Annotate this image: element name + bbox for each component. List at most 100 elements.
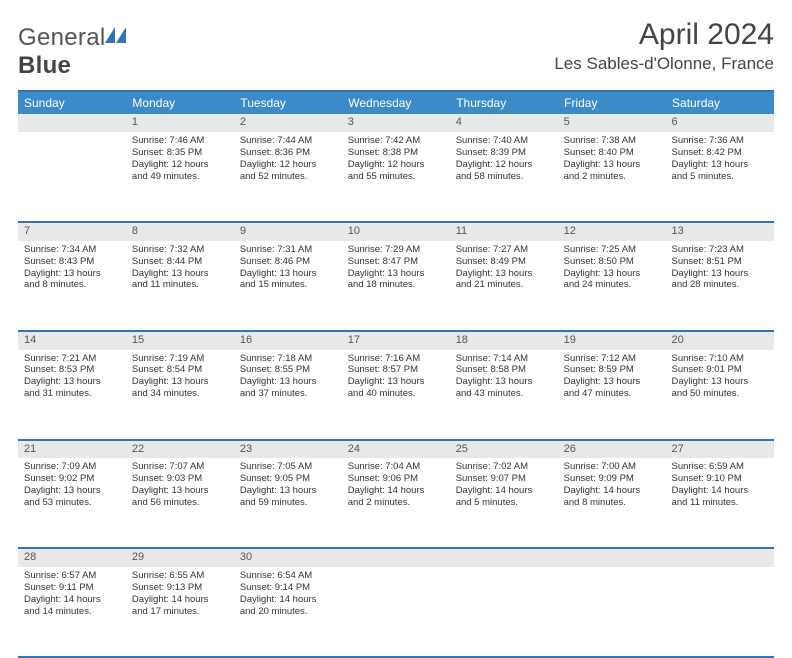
day-cell: Sunrise: 6:59 AMSunset: 9:10 PMDaylight:… [666,458,774,548]
day-sunrise: Sunrise: 6:57 AM [24,570,120,582]
logo: General Blue [18,24,127,80]
day-cell-body: Sunrise: 7:44 AMSunset: 8:36 PMDaylight:… [234,132,342,187]
day-sunset: Sunset: 8:58 PM [456,364,552,376]
day-number: 15 [126,331,234,350]
day-number: 12 [558,222,666,241]
day-cell [450,567,558,657]
day-number: 14 [18,331,126,350]
day-day2: and 5 minutes. [672,171,768,183]
day-day2: and 34 minutes. [132,388,228,400]
day-sunset: Sunset: 8:43 PM [24,256,120,268]
day-number: 4 [450,114,558,132]
day-day2: and 31 minutes. [24,388,120,400]
day-number: 8 [126,222,234,241]
day-day1: Daylight: 13 hours [24,268,120,280]
day-sunrise: Sunrise: 7:05 AM [240,461,336,473]
day-number: 26 [558,440,666,459]
day-day2: and 5 minutes. [456,497,552,509]
day-number [666,548,774,567]
day-cell-body: Sunrise: 7:16 AMSunset: 8:57 PMDaylight:… [342,350,450,405]
day-cell-body: Sunrise: 7:21 AMSunset: 8:53 PMDaylight:… [18,350,126,405]
day-day1: Daylight: 13 hours [132,376,228,388]
day-number: 18 [450,331,558,350]
day-day1: Daylight: 14 hours [564,485,660,497]
week-row: Sunrise: 6:57 AMSunset: 9:11 PMDaylight:… [18,567,774,657]
day-sunset: Sunset: 8:40 PM [564,147,660,159]
day-sunrise: Sunrise: 7:40 AM [456,135,552,147]
day-number: 22 [126,440,234,459]
day-number: 9 [234,222,342,241]
week-row: Sunrise: 7:09 AMSunset: 9:02 PMDaylight:… [18,458,774,548]
day-sunrise: Sunrise: 7:25 AM [564,244,660,256]
day-cell-body: Sunrise: 7:00 AMSunset: 9:09 PMDaylight:… [558,458,666,513]
daynum-row: 14151617181920 [18,331,774,350]
day-sunrise: Sunrise: 7:07 AM [132,461,228,473]
day-cell-body: Sunrise: 7:34 AMSunset: 8:43 PMDaylight:… [18,241,126,296]
day-number: 5 [558,114,666,132]
day-sunset: Sunset: 8:50 PM [564,256,660,268]
day-cell: Sunrise: 7:25 AMSunset: 8:50 PMDaylight:… [558,241,666,331]
day-sunset: Sunset: 9:05 PM [240,473,336,485]
day-cell: Sunrise: 7:27 AMSunset: 8:49 PMDaylight:… [450,241,558,331]
day-cell-body: Sunrise: 7:42 AMSunset: 8:38 PMDaylight:… [342,132,450,187]
day-cell-body: Sunrise: 7:40 AMSunset: 8:39 PMDaylight:… [450,132,558,187]
day-day1: Daylight: 13 hours [132,268,228,280]
day-sunrise: Sunrise: 7:42 AM [348,135,444,147]
day-sunset: Sunset: 8:47 PM [348,256,444,268]
day-sunrise: Sunrise: 7:09 AM [24,461,120,473]
day-cell [342,567,450,657]
day-cell: Sunrise: 7:40 AMSunset: 8:39 PMDaylight:… [450,132,558,222]
day-cell-body: Sunrise: 7:04 AMSunset: 9:06 PMDaylight:… [342,458,450,513]
day-cell-body: Sunrise: 7:09 AMSunset: 9:02 PMDaylight:… [18,458,126,513]
day-sunset: Sunset: 9:09 PM [564,473,660,485]
day-sunrise: Sunrise: 6:55 AM [132,570,228,582]
day-sunrise: Sunrise: 7:04 AM [348,461,444,473]
day-cell: Sunrise: 7:12 AMSunset: 8:59 PMDaylight:… [558,350,666,440]
day-day1: Daylight: 14 hours [132,594,228,606]
day-number: 20 [666,331,774,350]
day-cell-body: Sunrise: 7:31 AMSunset: 8:46 PMDaylight:… [234,241,342,296]
day-sunrise: Sunrise: 7:31 AM [240,244,336,256]
day-sunset: Sunset: 8:39 PM [456,147,552,159]
day-sunset: Sunset: 8:53 PM [24,364,120,376]
day-day1: Daylight: 13 hours [348,376,444,388]
day-number [18,114,126,132]
day-day1: Daylight: 13 hours [240,268,336,280]
day-cell: Sunrise: 7:42 AMSunset: 8:38 PMDaylight:… [342,132,450,222]
day-cell-body: Sunrise: 7:23 AMSunset: 8:51 PMDaylight:… [666,241,774,296]
day-cell: Sunrise: 7:07 AMSunset: 9:03 PMDaylight:… [126,458,234,548]
day-cell: Sunrise: 7:09 AMSunset: 9:02 PMDaylight:… [18,458,126,548]
day-day2: and 8 minutes. [564,497,660,509]
day-sunset: Sunset: 9:07 PM [456,473,552,485]
day-day1: Daylight: 13 hours [240,485,336,497]
day-day2: and 18 minutes. [348,279,444,291]
day-day2: and 8 minutes. [24,279,120,291]
day-cell-body: Sunrise: 7:25 AMSunset: 8:50 PMDaylight:… [558,241,666,296]
day-cell: Sunrise: 7:23 AMSunset: 8:51 PMDaylight:… [666,241,774,331]
day-sunset: Sunset: 8:57 PM [348,364,444,376]
day-day1: Daylight: 13 hours [564,159,660,171]
logo-part2: Blue [18,52,71,79]
day-day1: Daylight: 13 hours [24,376,120,388]
day-day2: and 21 minutes. [456,279,552,291]
day-sunset: Sunset: 8:36 PM [240,147,336,159]
day-cell: Sunrise: 7:04 AMSunset: 9:06 PMDaylight:… [342,458,450,548]
day-cell-body: Sunrise: 7:19 AMSunset: 8:54 PMDaylight:… [126,350,234,405]
day-sunset: Sunset: 8:35 PM [132,147,228,159]
day-cell: Sunrise: 7:19 AMSunset: 8:54 PMDaylight:… [126,350,234,440]
day-day1: Daylight: 13 hours [672,376,768,388]
day-number: 23 [234,440,342,459]
weekday-header: Friday [558,91,666,114]
daynum-row: 282930 [18,548,774,567]
day-day2: and 52 minutes. [240,171,336,183]
day-sunrise: Sunrise: 7:23 AM [672,244,768,256]
day-day2: and 2 minutes. [348,497,444,509]
day-day1: Daylight: 12 hours [348,159,444,171]
day-number: 17 [342,331,450,350]
day-sunrise: Sunrise: 7:38 AM [564,135,660,147]
weekday-header: Thursday [450,91,558,114]
day-sunrise: Sunrise: 6:54 AM [240,570,336,582]
day-cell [18,132,126,222]
day-day2: and 53 minutes. [24,497,120,509]
week-row: Sunrise: 7:34 AMSunset: 8:43 PMDaylight:… [18,241,774,331]
